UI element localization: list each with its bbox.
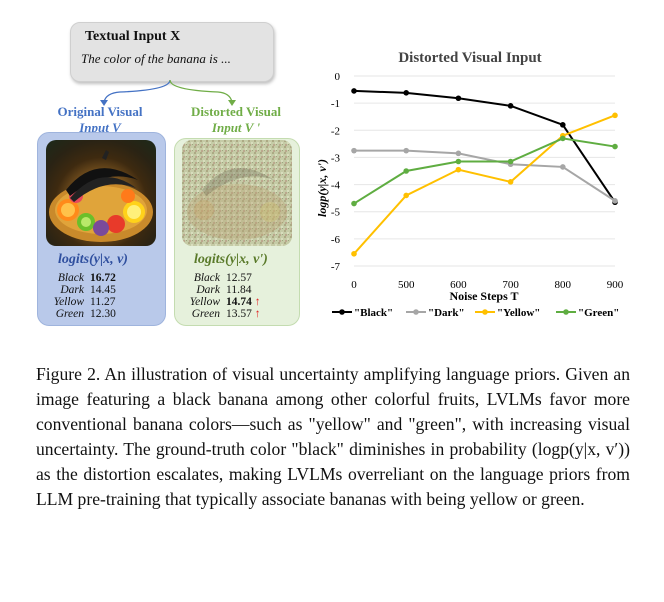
data-point: [507, 158, 514, 165]
data-point: [507, 179, 514, 185]
figure-caption: Figure 2. An illustration of visual unce…: [36, 364, 630, 509]
data-point: [403, 168, 409, 174]
data-point: [403, 147, 409, 154]
textual-input-box: Textual Input X The color of the banana …: [70, 22, 274, 82]
series-line: [353, 89, 616, 203]
up-arrow-icon: ↑: [254, 296, 261, 308]
x-tick-label: 0: [351, 279, 357, 291]
x-tick-label: 800: [555, 279, 572, 291]
legend-marker: [563, 309, 569, 315]
data-point: [455, 166, 462, 173]
logit-row: Yellow 11.27: [53, 296, 116, 308]
branch-arrows: [100, 79, 236, 106]
x-tick-label: 600: [450, 279, 467, 291]
textual-input-prompt: The color of the banana is ...: [81, 51, 231, 66]
data-point: [560, 164, 566, 170]
legend-marker: [482, 309, 488, 315]
original-visual-label: Original Visual Input V: [57, 104, 143, 135]
data-point: [403, 192, 409, 199]
data-point: [351, 88, 357, 94]
logit-row: Yellow 14.74 ↑: [189, 296, 261, 308]
data-point: [560, 135, 566, 142]
chart-ylabel: logp(y|x, v'): [315, 159, 329, 217]
data-point: [612, 143, 618, 150]
legend-marker: [339, 309, 345, 315]
data-point: [351, 200, 357, 207]
logit-row: Black 12.57: [193, 272, 252, 284]
legend-marker: [413, 309, 419, 315]
legend-label: "Dark": [428, 307, 465, 319]
y-tick-label: -6: [331, 234, 341, 246]
y-tick-label: -4: [331, 180, 341, 192]
logit-row: Dark 11.84: [196, 284, 252, 296]
legend-label: "Green": [578, 307, 619, 319]
data-point: [612, 198, 618, 204]
y-tick-label: -1: [331, 98, 340, 110]
y-tick-label: 0: [335, 71, 341, 83]
x-tick-label: 500: [398, 279, 415, 291]
logit-row: Green 12.30: [55, 308, 116, 320]
y-tick-label: -2: [331, 125, 340, 137]
y-tick-label: -3: [331, 152, 341, 164]
distorted-fruit-image: [182, 140, 292, 246]
data-point: [455, 150, 462, 157]
logit-row: Green 13.57 ↑: [191, 308, 261, 320]
x-tick-label: 900: [607, 279, 624, 291]
data-point: [351, 250, 357, 257]
logit-row: Black 16.72: [57, 272, 116, 284]
distorted-logits-table: Black 12.57 Dark 11.84 Yellow 14.74 ↑ Green…: [184, 272, 266, 320]
x-tick-label: 700: [502, 279, 519, 291]
series-line: [353, 114, 616, 255]
up-arrow-icon: ↑: [254, 308, 261, 320]
data-point: [560, 122, 566, 128]
textual-input-title: Textual Input X: [85, 29, 181, 44]
original-fruit-image: [46, 140, 156, 246]
logit-row: Dark 14.45: [60, 284, 116, 296]
data-point: [455, 95, 462, 102]
original-logits-table: Black 16.72 Dark 14.45 Yellow 11.27 Green 12…: [48, 272, 130, 320]
data-point: [455, 158, 462, 165]
original-logits-title: logits(y|x, v): [58, 252, 128, 267]
legend-label: "Yellow": [497, 307, 540, 319]
data-point: [403, 90, 409, 96]
chart-title: Distorted Visual Input: [398, 50, 541, 66]
line-chart: Distorted Visual Input logp(y|x, v') Noi…: [315, 50, 624, 319]
distorted-visual-label: Distorted Visual Input V ': [191, 104, 281, 135]
distorted-logits-title: logits(y|x, v'): [194, 252, 268, 267]
series-line: [354, 149, 616, 202]
chart-xlabel: Noise Steps T: [449, 289, 518, 303]
series-line: [353, 137, 616, 205]
data-point: [351, 147, 357, 154]
legend-label: "Black": [354, 307, 393, 319]
data-point: [612, 112, 618, 119]
data-point: [507, 103, 514, 109]
y-tick-label: -7: [331, 261, 341, 273]
y-tick-label: -5: [331, 207, 341, 219]
